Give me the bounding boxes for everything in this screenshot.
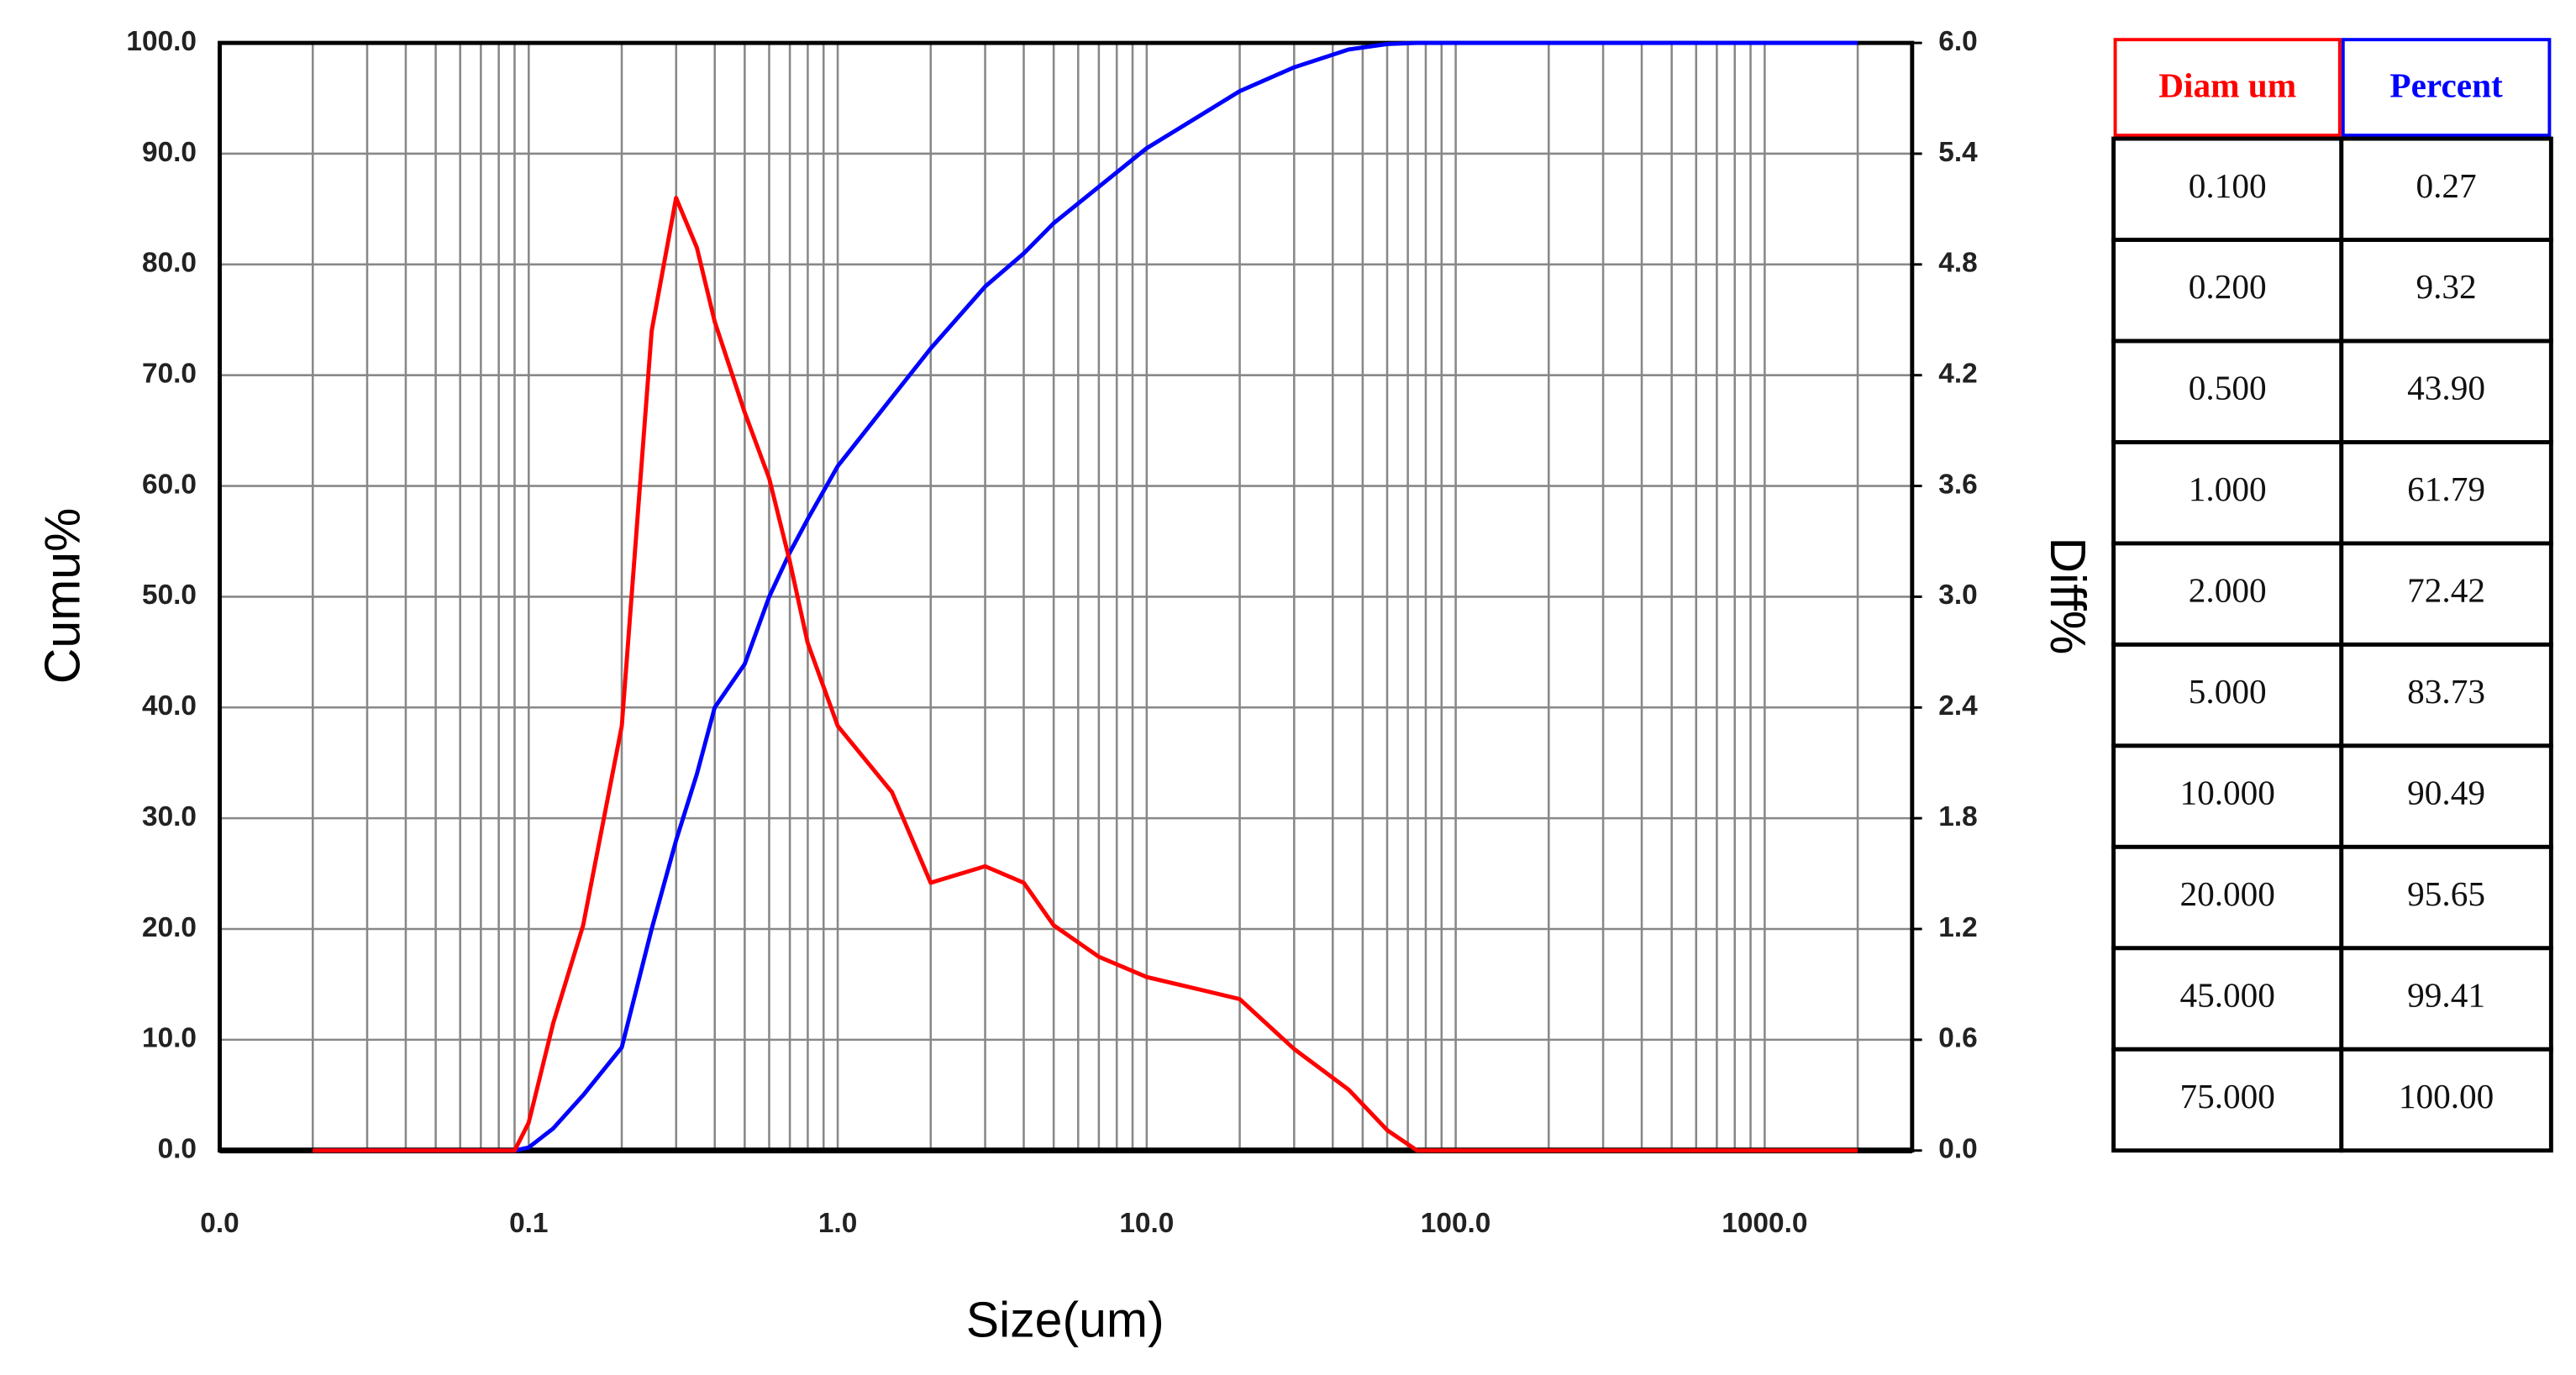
table-cell (2339, 1047, 2553, 1153)
y2-tick-label: 2.4 (1938, 690, 1978, 722)
table-cell (2339, 946, 2553, 1052)
table-cell-text: 2.000 (2189, 571, 2267, 610)
y2-tick-label: 6.0 (1938, 26, 1977, 57)
table-cell (2339, 136, 2553, 242)
y2-tick-label: 4.8 (1938, 248, 1977, 279)
table-cell-text: 9.32 (2416, 267, 2476, 306)
table-cell (2339, 541, 2553, 647)
y2-tick-label: 1.8 (1938, 801, 1977, 832)
y-tick-label: 100.0 (126, 26, 197, 57)
x-tick-label: 0.0 (200, 1208, 239, 1239)
table-cell-text: 75.000 (2179, 1077, 2274, 1115)
y2-tick-label: 1.2 (1938, 912, 1977, 943)
table-cell-text: 72.42 (2407, 571, 2485, 610)
table-cell (2111, 136, 2344, 242)
table-cell-text: 95.65 (2407, 874, 2485, 913)
y-tick-label: 70.0 (142, 359, 197, 390)
y2-tick-label: 3.0 (1938, 580, 1977, 611)
table-cell-text: 0.500 (2189, 369, 2267, 407)
y2-tick-label: 4.2 (1938, 359, 1977, 390)
table-cell (2339, 339, 2553, 444)
table-cell-text: 99.41 (2407, 976, 2485, 1015)
series-line (313, 196, 1858, 1153)
y2-tick-label: 5.4 (1938, 137, 1978, 168)
table-cell (2339, 642, 2553, 748)
table-header: Diam um (2158, 66, 2296, 105)
table-cell-text: 0.27 (2416, 166, 2476, 205)
y2-tick-label: 0.0 (1938, 1134, 1977, 1165)
y-tick-label: 90.0 (142, 137, 197, 168)
table-cell-text: 43.90 (2407, 369, 2485, 407)
table-cell (2111, 339, 2344, 444)
y2-axis-title: Diff% (2040, 538, 2095, 655)
table-cell-text: 90.49 (2407, 774, 2485, 812)
table-cell-text: 100.00 (2399, 1077, 2494, 1115)
y2-tick-label: 3.6 (1938, 469, 1977, 500)
table-header-cell (2341, 38, 2552, 138)
y-tick-label: 30.0 (142, 801, 197, 832)
y-tick-label: 50.0 (142, 580, 197, 611)
table-cell (2339, 440, 2553, 546)
y2-tick-label: 0.6 (1938, 1023, 1977, 1054)
table-cell-text: 5.000 (2189, 672, 2267, 711)
y-tick-label: 10.0 (142, 1023, 197, 1054)
y-tick-label: 40.0 (142, 690, 197, 722)
table-cell (2339, 743, 2553, 849)
table-cell-text: 1.000 (2189, 470, 2267, 508)
table-cell-text: 61.79 (2407, 470, 2485, 508)
x-tick-label: 0.1 (509, 1208, 548, 1239)
table-cell-text: 10.000 (2179, 774, 2274, 812)
table-cell-text: 20.000 (2179, 874, 2274, 913)
series-line (313, 40, 1858, 1153)
table-header-cell (2113, 38, 2342, 138)
x-tick-label: 1.0 (818, 1208, 857, 1239)
table-cell-text: 0.200 (2189, 267, 2267, 306)
y-tick-label: 60.0 (142, 469, 197, 500)
x-axis-title: Size(um) (966, 1294, 1164, 1348)
y-axis-title: Cumu% (35, 508, 90, 685)
x-tick-label: 10.0 (1119, 1208, 1174, 1239)
x-tick-label: 1000.0 (1722, 1208, 1807, 1239)
table-cell (2111, 1047, 2344, 1153)
y-tick-label: 20.0 (142, 912, 197, 943)
table-cell (2339, 844, 2553, 951)
table-header: Percent (2389, 66, 2503, 105)
table-cell-text: 45.000 (2179, 976, 2274, 1015)
table-cell-text: 83.73 (2407, 672, 2485, 711)
y-tick-label: 80.0 (142, 248, 197, 279)
table-cell-text: 0.100 (2189, 166, 2267, 205)
x-tick-label: 100.0 (1421, 1208, 1491, 1239)
y-tick-label: 0.0 (158, 1134, 197, 1165)
table-cell (2111, 440, 2344, 546)
table-cell (2111, 238, 2344, 344)
